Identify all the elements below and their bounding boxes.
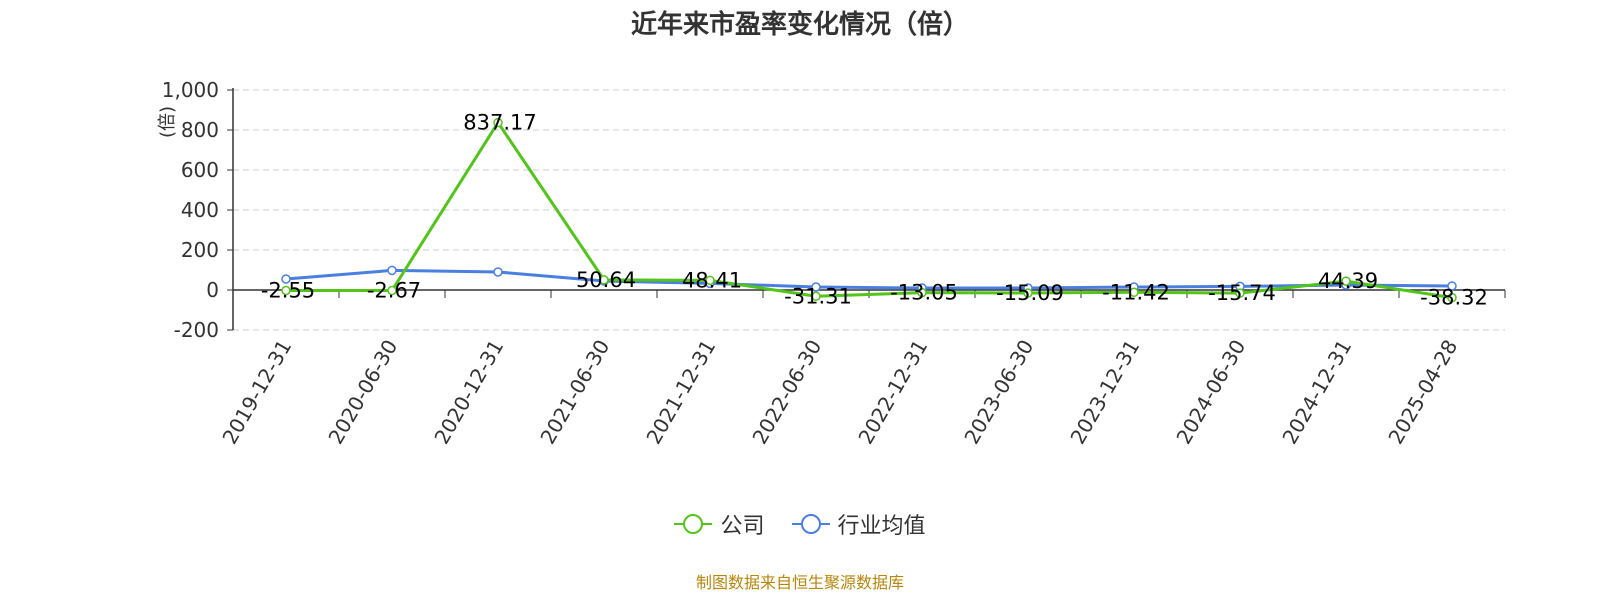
x-tick-label: 2020-06-30 <box>323 336 402 449</box>
data-point-industry <box>811 282 821 292</box>
data-point-company <box>705 275 715 286</box>
legend-label-industry: 行业均值 <box>837 514 926 539</box>
data-label: -38.32 <box>1420 286 1488 310</box>
x-tick-label: 2024-06-30 <box>1171 336 1250 449</box>
source-note: 制图数据来自恒生聚源数据库 <box>695 573 904 592</box>
legend-line-marker-icon <box>791 514 830 534</box>
y-tick-label: 200 <box>181 238 219 262</box>
x-tick-label: 2023-12-31 <box>1065 336 1144 449</box>
data-label: -31.31 <box>784 284 852 308</box>
data-label: 50.64 <box>576 268 636 292</box>
data-point-company <box>1447 292 1457 303</box>
y-tick-label: 600 <box>181 158 219 182</box>
legend-label-company: 公司 <box>720 514 765 539</box>
data-point-company <box>917 287 927 298</box>
data-label: -15.74 <box>1208 281 1276 305</box>
data-point-industry <box>493 267 503 277</box>
data-point-industry <box>387 265 397 276</box>
data-label: -2.55 <box>261 279 315 303</box>
y-tick-label: -200 <box>174 318 219 342</box>
x-tick-label: 2023-06-30 <box>959 336 1038 449</box>
y-tick-label: 400 <box>181 198 219 222</box>
y-tick-label: 0 <box>206 278 219 302</box>
data-point-company <box>493 117 503 128</box>
data-label: 837.17 <box>463 111 536 135</box>
legend-item-industry[interactable]: 行业均值 <box>791 508 926 540</box>
chart-title: 近年来市盈率变化情况（倍） <box>630 10 969 40</box>
grid-lines <box>233 89 1505 331</box>
data-point-company <box>1235 288 1245 298</box>
x-tick-label: 2022-06-30 <box>747 336 826 449</box>
data-point-company <box>599 275 609 285</box>
series-line-industry <box>285 268 1453 290</box>
x-tick-label: 2021-06-30 <box>535 336 614 449</box>
data-label: -15.09 <box>996 281 1064 305</box>
data-point-company <box>1341 276 1351 286</box>
data-label: 48.41 <box>682 268 742 292</box>
y-tick-label: 1,000 <box>162 78 219 102</box>
axes: -200 0 200 400 600 800 1,000 2019-12-31 2020-06-… <box>162 78 1506 449</box>
y-axis-label: (倍) <box>157 106 178 138</box>
series-line-company <box>285 121 1453 300</box>
data-label: 44.39 <box>1318 269 1378 293</box>
x-tick-label: 2021-12-31 <box>641 336 720 449</box>
data-point-company <box>387 285 397 296</box>
data-point-company <box>281 285 291 296</box>
data-point-industry <box>1447 281 1457 291</box>
y-tick-label: 800 <box>181 118 219 142</box>
legend: 公司 行业均值 <box>0 508 1600 541</box>
data-point-company <box>811 291 821 302</box>
data-label: -13.05 <box>890 281 958 305</box>
data-point-company <box>1023 288 1033 298</box>
x-tick-label: 2019-12-31 <box>217 336 296 449</box>
data-labels: -2.55 -2.67 837.17 50.64 48.41 -31.31 -13.05 -1… <box>261 111 1488 310</box>
legend-line-marker-icon <box>674 514 713 534</box>
data-label: -2.67 <box>367 279 421 303</box>
x-tick-label: 2024-12-31 <box>1277 336 1356 449</box>
x-tick-label: 2025-04-28 <box>1383 336 1462 449</box>
series-layer <box>281 117 1457 303</box>
x-tick-label: 2020-12-31 <box>429 336 508 449</box>
data-point-company <box>1129 287 1139 298</box>
data-point-industry <box>281 274 291 284</box>
legend-item-company[interactable]: 公司 <box>674 508 765 540</box>
x-tick-label: 2022-12-31 <box>853 336 932 449</box>
data-label: -11.42 <box>1102 280 1170 304</box>
